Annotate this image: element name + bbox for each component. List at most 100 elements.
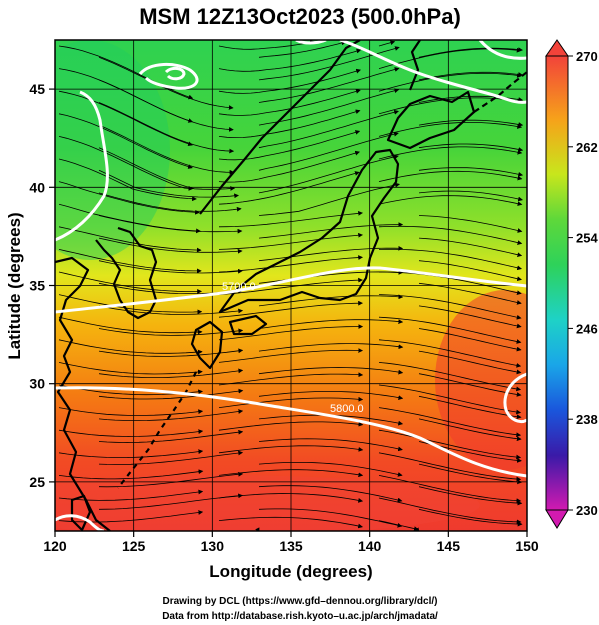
streamline xyxy=(378,384,522,415)
coast-kyushu xyxy=(190,320,224,370)
streamline xyxy=(378,407,522,438)
streamline xyxy=(378,316,522,344)
contour-low-nw xyxy=(138,63,199,90)
streamline xyxy=(218,109,361,139)
streamline xyxy=(98,260,243,274)
streamline xyxy=(418,260,522,282)
streamline xyxy=(378,475,522,504)
streamline xyxy=(258,462,403,477)
map-title: MSM 12Z13Oct2023 (500.0hPa) xyxy=(139,4,461,29)
streamline xyxy=(258,131,399,171)
streamline xyxy=(98,56,234,110)
coast-hokkaido xyxy=(386,90,476,150)
streamline xyxy=(378,520,419,531)
streamline xyxy=(418,47,523,58)
streamline xyxy=(58,316,203,335)
colorbar-ticks: 270 262 254 246 238 230 xyxy=(568,49,598,518)
colorbar-tick-label: 238 xyxy=(576,412,598,427)
streamline xyxy=(378,339,522,368)
streamline xyxy=(418,508,523,527)
streamline xyxy=(258,109,399,149)
streamline xyxy=(98,328,244,336)
coastlines xyxy=(55,40,527,531)
streamline xyxy=(258,88,400,126)
streamline xyxy=(218,396,364,408)
streamline xyxy=(378,146,523,160)
streamline xyxy=(58,181,200,215)
streamline xyxy=(98,237,243,254)
streamline xyxy=(378,497,522,525)
colorbar-bottom-triangle xyxy=(545,509,569,529)
x-tick-label: 135 xyxy=(279,538,303,554)
streamline xyxy=(378,362,522,392)
streamline xyxy=(58,510,204,523)
streamline xyxy=(218,48,362,72)
streamline xyxy=(58,469,204,480)
coast-shikoku xyxy=(228,314,268,336)
warm-region xyxy=(435,290,527,470)
streamline xyxy=(58,226,202,253)
streamline xyxy=(98,215,243,234)
streamline xyxy=(378,195,523,206)
streamline xyxy=(98,388,244,400)
wind-streamlines xyxy=(58,40,524,531)
streamline xyxy=(258,294,404,307)
contour-5800 xyxy=(55,386,527,478)
y-tick-label: 35 xyxy=(29,278,45,294)
streamline xyxy=(258,319,404,329)
contour-low-center xyxy=(164,66,186,81)
contour-5600 xyxy=(55,90,109,242)
streamline xyxy=(98,493,243,510)
streamline xyxy=(58,249,202,274)
streamline xyxy=(58,429,204,437)
streamline xyxy=(58,271,202,294)
streamline xyxy=(418,328,522,352)
streamline xyxy=(418,463,523,485)
colorbar-tick-label: 262 xyxy=(576,140,598,155)
streamline xyxy=(418,237,523,258)
streamline xyxy=(218,68,361,94)
streamline xyxy=(418,350,522,375)
streamline xyxy=(418,167,524,177)
streamline xyxy=(98,471,244,488)
colorbar-tick-label: 246 xyxy=(576,321,598,336)
cool-region xyxy=(55,40,170,260)
contour-north xyxy=(295,40,527,104)
colorbar-tick-label: 254 xyxy=(576,231,598,246)
coast-sakhalin xyxy=(408,40,421,91)
streamline xyxy=(218,171,360,205)
y-tick-label: 30 xyxy=(29,376,45,392)
credit-data: Data from http://database.rish.kyoto–u.a… xyxy=(162,611,438,622)
streamline xyxy=(418,395,522,420)
height-contours xyxy=(55,40,527,531)
contour-label-5700: 5700.0 xyxy=(222,281,256,293)
contour-label-5800: 5800.0 xyxy=(330,403,364,415)
streamline xyxy=(218,324,364,341)
streamline xyxy=(218,300,363,318)
streamline xyxy=(218,348,364,363)
colorbar-tick-label: 230 xyxy=(576,503,598,518)
streamline xyxy=(378,122,523,137)
coast-ryukyu xyxy=(117,371,197,489)
colorbar: 270 262 254 246 238 230 xyxy=(545,39,598,529)
streamline xyxy=(98,429,244,443)
streamline xyxy=(258,182,400,216)
streamline xyxy=(58,407,204,416)
y-tick-label: 45 xyxy=(29,81,45,97)
streamline xyxy=(218,40,315,50)
y-axis-label: Latitude (degrees) xyxy=(5,212,24,359)
colorbar-top-triangle xyxy=(545,39,569,57)
streamline xyxy=(218,277,363,295)
y-tick-label: 40 xyxy=(29,179,45,195)
contour-ne-top xyxy=(478,40,527,60)
x-tick-label: 125 xyxy=(122,538,146,554)
streamline xyxy=(98,305,244,315)
streamline xyxy=(258,438,403,452)
x-axis-ticks: 120 125 130 135 140 145 150 xyxy=(43,531,539,554)
x-tick-label: 140 xyxy=(358,538,382,554)
contour-5700 xyxy=(55,266,527,314)
coast-china xyxy=(55,256,111,531)
lat-lon-grid xyxy=(55,40,527,531)
streamline xyxy=(258,67,400,103)
